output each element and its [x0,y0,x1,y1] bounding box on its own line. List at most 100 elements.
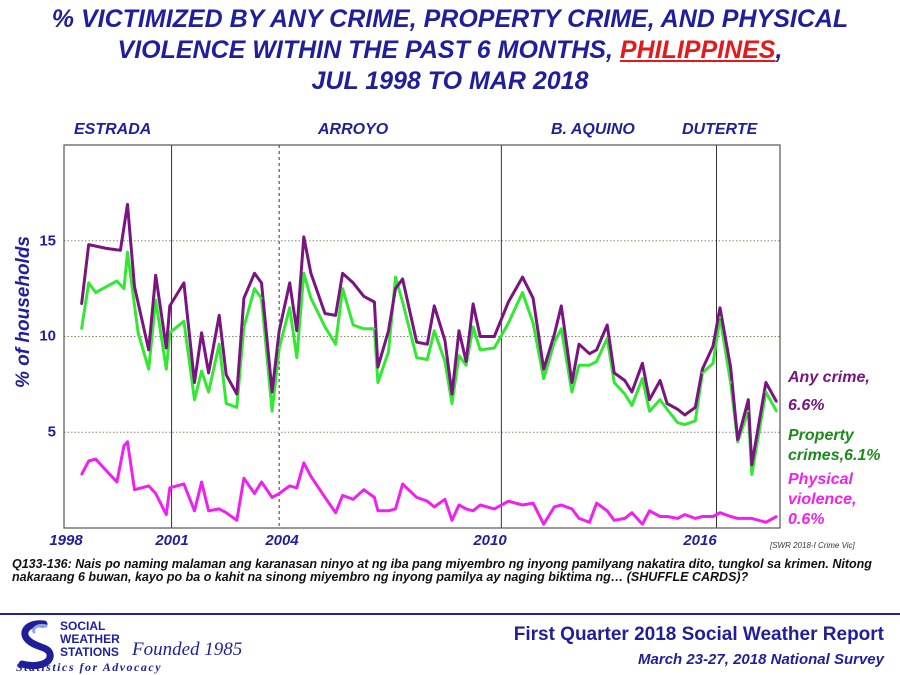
point-physical-violence-59 [613,519,616,522]
point-any-crime-43 [471,302,475,306]
point-property-crimes-66 [676,421,679,424]
point-any-crime-48 [531,297,535,300]
point-physical-violence-18 [235,519,239,522]
point-property-crimes-39 [426,358,429,361]
point-physical-violence-37 [401,482,404,486]
point-property-crimes-21 [260,297,263,300]
point-any-crime-68 [711,344,715,348]
point-any-crime-58 [623,379,627,382]
point-property-crimes-18 [235,406,239,409]
point-physical-violence-4 [115,480,119,484]
point-property-crimes-24 [288,306,291,309]
point-any-crime-7 [154,274,157,277]
point-property-crimes-40 [433,329,436,332]
point-physical-violence-47 [493,507,496,511]
x-tick-1998: 1998 [49,532,83,549]
point-any-crime-20 [270,390,274,394]
point-physical-violence-24 [288,484,291,488]
point-any-crime-14 [217,314,221,317]
point-property-crimes-52 [553,341,556,344]
point-any-crime-11 [193,381,196,384]
point-property-crimes-16 [217,342,221,346]
point-physical-violence-23 [277,492,281,495]
point-any-crime-8 [165,346,168,350]
point-physical-violence-56 [588,521,591,524]
legend-property-pct: 6.1% [844,447,881,464]
point-physical-violence-34 [376,509,380,512]
point-property-crimes-8 [147,367,150,371]
point-any-crime-42 [464,360,468,363]
point-physical-violence-48 [507,499,510,503]
svg-text:STATIONS: STATIONS [60,645,119,659]
point-any-crime-45 [493,335,496,338]
point-property-crimes-59 [613,381,616,384]
admin-label-aquino: B. AQUINO [551,121,635,138]
point-any-crime-26 [323,312,327,315]
y-axis-label: % of households [13,236,34,388]
point-any-crime-52 [570,381,574,384]
y-tick-5: 5 [47,423,56,441]
point-any-crime-25 [309,272,313,275]
point-any-crime-41 [457,329,461,332]
point-physical-violence-33 [373,496,376,499]
point-any-crime-34 [394,287,397,290]
point-any-crime-44 [478,335,482,338]
x-tick-2010: 2010 [473,532,507,549]
point-property-crimes-71 [718,316,722,319]
point-any-crime-27 [334,314,337,317]
footer-survey-dates: March 23-27, 2018 National Survey [638,651,884,668]
point-any-crime-22 [288,281,291,285]
point-property-crimes-42 [450,402,454,405]
point-physical-violence-9 [154,492,157,495]
legend-property-name: Property [788,427,854,444]
legend-physical-value: 0.6% [788,511,825,528]
point-physical-violence-65 [665,515,669,518]
point-property-crimes-44 [464,364,468,367]
point-property-crimes-19 [242,325,246,329]
point-physical-violence-28 [323,496,327,499]
point-any-crime-2 [105,247,108,250]
point-physical-violence-67 [683,513,686,516]
point-physical-violence-57 [595,501,598,505]
point-property-crimes-31 [352,323,355,327]
point-any-crime-15 [225,373,228,376]
point-any-crime-63 [665,402,669,405]
point-property-crimes-47 [493,346,496,350]
point-physical-violence-40 [433,505,436,509]
legend-property-crimes: Property crimes,6.1% [788,426,881,466]
survey-question: Q133-136: Nais po naming malaman ang kar… [12,557,872,584]
point-property-crimes-75 [750,473,753,476]
point-any-crime-53 [577,342,581,346]
point-any-crime-66 [694,406,697,409]
point-property-crimes-12 [182,319,186,323]
point-any-crime-40 [450,392,454,396]
point-physical-violence-27 [309,475,313,478]
point-property-crimes-54 [570,390,574,394]
point-property-crimes-2 [94,291,97,294]
point-physical-violence-32 [362,488,366,491]
point-property-crimes-67 [683,423,686,426]
point-property-crimes-76 [764,390,768,394]
point-property-crimes-72 [729,381,732,384]
point-property-crimes-64 [658,398,662,401]
point-any-crime-4 [126,203,129,206]
point-physical-violence-69 [701,515,704,518]
point-physical-violence-20 [253,492,256,495]
legend-any-crime-name: Any crime, [788,369,870,386]
point-property-crimes-32 [362,327,366,331]
point-physical-violence-42 [450,519,454,522]
point-any-crime-74 [764,381,768,384]
point-property-crimes-14 [200,369,203,373]
point-any-crime-17 [242,297,246,300]
legend-any-crime-value: 6.6% [788,397,825,414]
point-physical-violence-22 [270,496,274,499]
svg-text:Founded 1985: Founded 1985 [131,639,242,660]
y-tick-15: 15 [39,232,56,250]
point-physical-violence-29 [334,511,337,514]
point-physical-violence-7 [133,488,136,491]
point-any-crime-59 [630,390,634,394]
point-property-crimes-5 [122,287,126,290]
point-any-crime-32 [376,365,380,369]
point-physical-violence-12 [182,482,186,486]
